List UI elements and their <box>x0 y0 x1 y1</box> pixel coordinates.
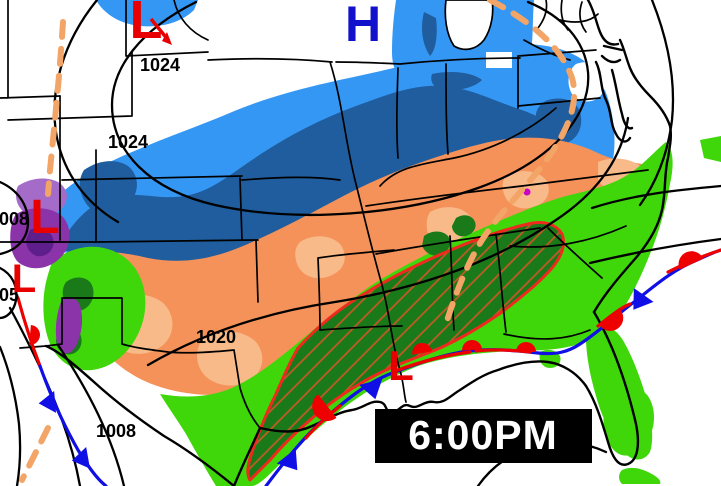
border-montana <box>0 0 61 99</box>
isobar-texas-1 <box>0 345 22 486</box>
isobar-low-008 <box>0 180 30 256</box>
isobar-label-1020: 1020 <box>196 327 236 347</box>
border-minnesota <box>173 0 333 63</box>
snow-north-blob <box>96 0 198 27</box>
border-missouri <box>241 176 395 331</box>
trough-west <box>45 19 66 197</box>
isobar-low-05 <box>0 266 18 320</box>
coast-rio-grande <box>44 344 236 486</box>
heavy-snow-core <box>58 85 553 262</box>
isobar-label-008: 008 <box>0 209 29 229</box>
mix-dot-tn <box>523 188 531 196</box>
border-new-england <box>523 0 599 61</box>
cold-front-line <box>38 364 108 486</box>
time-stamp-box: 6:00PM <box>375 409 592 463</box>
heavy-rain-tn-2 <box>452 215 476 237</box>
border-plains-west <box>0 95 97 243</box>
low-motion-arrow <box>149 17 172 45</box>
coast-atlantic <box>592 38 673 314</box>
isobar-labels: 1024 1024 1020 1008 008 05 <box>0 55 236 441</box>
trough-east <box>443 0 578 327</box>
border-wisconsin-illinois <box>335 57 521 159</box>
isobar-label-05: 05 <box>0 285 19 305</box>
lake-white-patch <box>486 52 512 68</box>
isobar-texas-3 <box>56 343 126 486</box>
michigan-white <box>444 0 494 51</box>
rain-florida-central <box>603 387 654 456</box>
low-symbol-north: L <box>130 0 163 50</box>
low-symbol-southwest: L <box>12 257 36 301</box>
coast-texas <box>232 426 262 486</box>
stationary-front-line-red-4 <box>596 302 632 328</box>
isobar-label-1008: 1008 <box>96 421 136 441</box>
isobar-1020 <box>146 116 630 367</box>
high-symbol: H <box>345 0 381 52</box>
border-tennessee <box>365 185 541 255</box>
border-ohio-river <box>379 107 557 187</box>
heavy-snow-west-2 <box>136 206 174 241</box>
coast-gulf <box>258 360 588 433</box>
border-alabama-georgia <box>449 227 603 333</box>
isobar-label-1024-b: 1024 <box>108 132 148 152</box>
isobar-southeast-1 <box>590 184 721 210</box>
stationary-front-line-red-1 <box>304 404 342 440</box>
rain-florida-keys <box>619 467 661 484</box>
border-dakotas <box>7 0 209 121</box>
pressure-centers: L H L L L <box>12 0 414 389</box>
isobar-southeast-2 <box>588 237 721 265</box>
rain-coast-corner <box>700 136 721 162</box>
stationary-front-line-red-2 <box>396 350 472 372</box>
border-arkansas-louisiana <box>319 325 403 331</box>
time-stamp-background <box>375 409 592 463</box>
ice-light-2 <box>197 331 263 386</box>
heavy-snow-west-1 <box>79 161 137 215</box>
mix-lavender <box>16 178 67 217</box>
low-symbol-rockies: L <box>30 191 59 244</box>
lake-michigan-snow-streak <box>422 12 437 56</box>
isobar-label-1024-a: 1024 <box>140 55 180 75</box>
cold-front-southwest <box>16 296 108 486</box>
border-florida-georgia <box>503 329 591 340</box>
isobar-1024-outer <box>53 0 120 224</box>
severe-weather-area <box>246 220 566 482</box>
heavy-snow-lakes <box>431 72 482 91</box>
low-symbol-gulf: L <box>388 342 414 389</box>
severe-hatch-fill <box>246 220 566 482</box>
arrow-head <box>162 32 172 45</box>
occluded-segment <box>16 296 42 368</box>
trough-west-south <box>19 425 51 483</box>
coast-florida <box>584 310 640 466</box>
coast-northeast <box>586 0 624 52</box>
isobar-1024-inner <box>110 0 590 217</box>
fronts <box>16 17 721 486</box>
state-borders <box>0 0 673 486</box>
time-stamp-label: 6:00PM <box>408 412 558 458</box>
stationary-front-gulf-atlantic <box>264 246 721 486</box>
border-mississippi-river <box>329 61 407 403</box>
trough-lines <box>19 0 578 483</box>
isobar-atlantic-north <box>638 0 675 207</box>
border-virginia-carolinas <box>509 169 649 248</box>
